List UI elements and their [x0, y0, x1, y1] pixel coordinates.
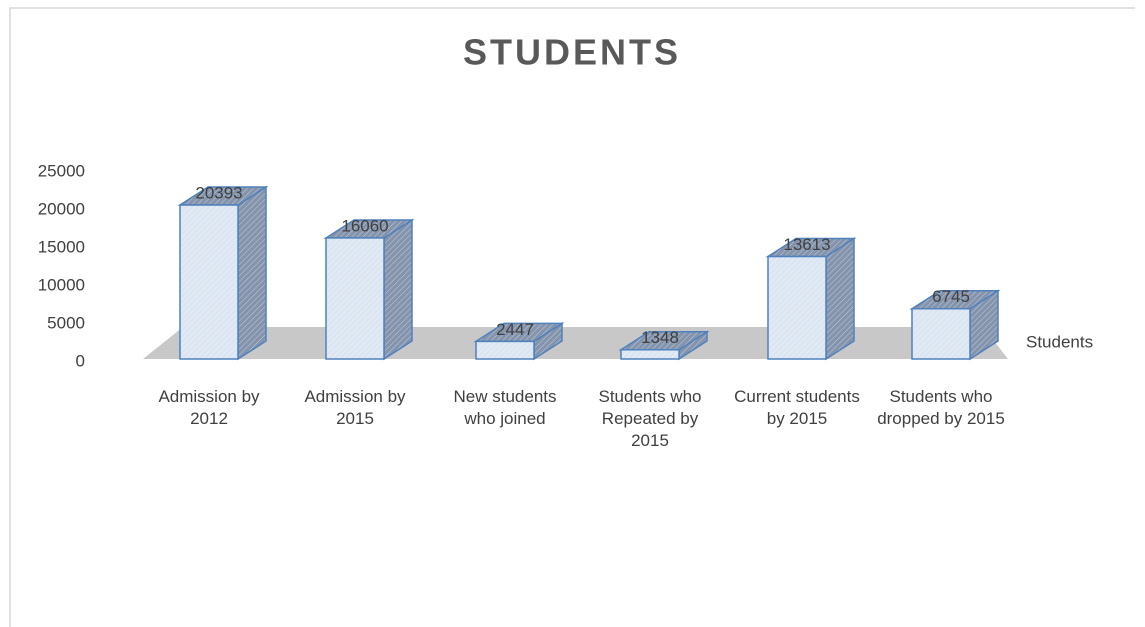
value-label: 16060: [341, 216, 388, 235]
y-tick-label: 0: [76, 351, 85, 370]
x-tick-label: Admission by 2015: [304, 387, 406, 428]
bar-side: [237, 185, 267, 361]
bar-front: [179, 204, 239, 360]
y-tick-label: 20000: [38, 199, 85, 218]
bar: [765, 237, 857, 361]
bar: [909, 289, 1001, 361]
x-tick-label: Admission by 2012: [158, 387, 260, 428]
chart-frame: [9, 7, 1135, 627]
value-label: 20393: [195, 183, 242, 202]
bar-front: [911, 307, 971, 360]
value-label: 2447: [496, 320, 534, 339]
bar-front: [325, 237, 385, 360]
bar-front: [475, 340, 535, 360]
x-tick-label: Students who dropped by 2015: [877, 387, 1005, 428]
bar: [177, 185, 269, 361]
y-tick-label: 25000: [38, 161, 85, 180]
floor: [143, 327, 1008, 359]
bar-side: [383, 218, 413, 361]
bar-front: [620, 349, 680, 360]
value-label: 6745: [932, 287, 970, 306]
x-tick-label: Students who Repeated by 2015: [598, 387, 702, 450]
bar-front: [767, 255, 827, 360]
value-label: 13613: [783, 235, 830, 254]
y-tick-label: 10000: [38, 275, 85, 294]
value-label: 1348: [641, 328, 679, 347]
x-tick-label: New students who joined: [453, 387, 557, 428]
bar: [473, 322, 565, 361]
bar: [323, 218, 415, 361]
legend-label: Students: [1026, 332, 1093, 351]
y-tick-label: 15000: [38, 237, 85, 256]
chart-title: STUDENTS: [463, 32, 681, 73]
bar: [618, 330, 710, 361]
y-tick-label: 5000: [47, 313, 85, 332]
bar-side: [825, 237, 855, 361]
x-tick-label: Current students by 2015: [734, 387, 860, 428]
